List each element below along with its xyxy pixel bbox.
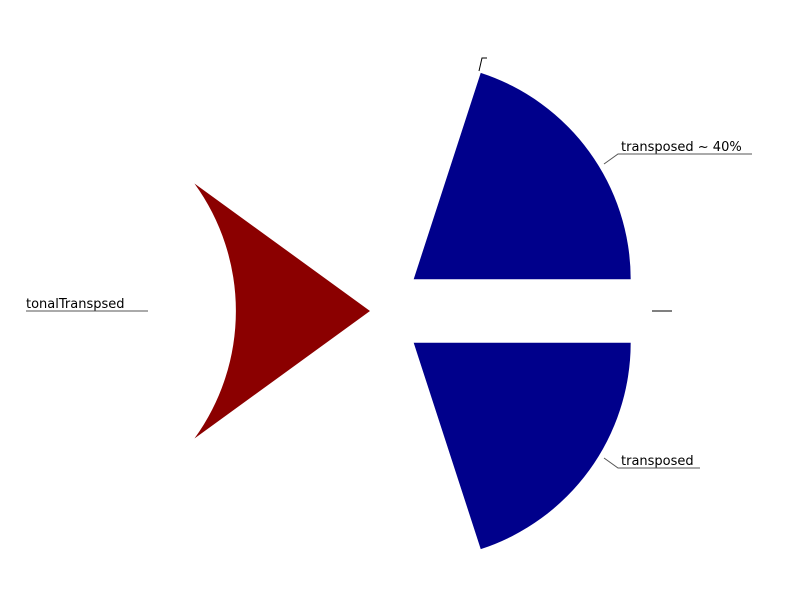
pie-labels: transposed ~ 40% transposed tonalTransps… [26, 140, 742, 469]
pie-slice-tonaltranspsed [194, 183, 370, 439]
stray-mark-top [478, 57, 487, 72]
leader-line-transposed-40 [603, 153, 752, 165]
slice-label-transposed-40: transposed ~ 40% [621, 140, 742, 155]
pie-slice-transposed-40 [413, 72, 631, 280]
slice-label-tonaltranspsed: tonalTranspsed [26, 297, 125, 312]
pie-slices [194, 72, 631, 550]
slice-label-transposed: transposed [621, 454, 694, 469]
leader-line-transposed [603, 457, 700, 469]
pie-slice-transposed [413, 342, 631, 550]
stray-marks [478, 57, 672, 312]
leader-lines [26, 153, 752, 469]
